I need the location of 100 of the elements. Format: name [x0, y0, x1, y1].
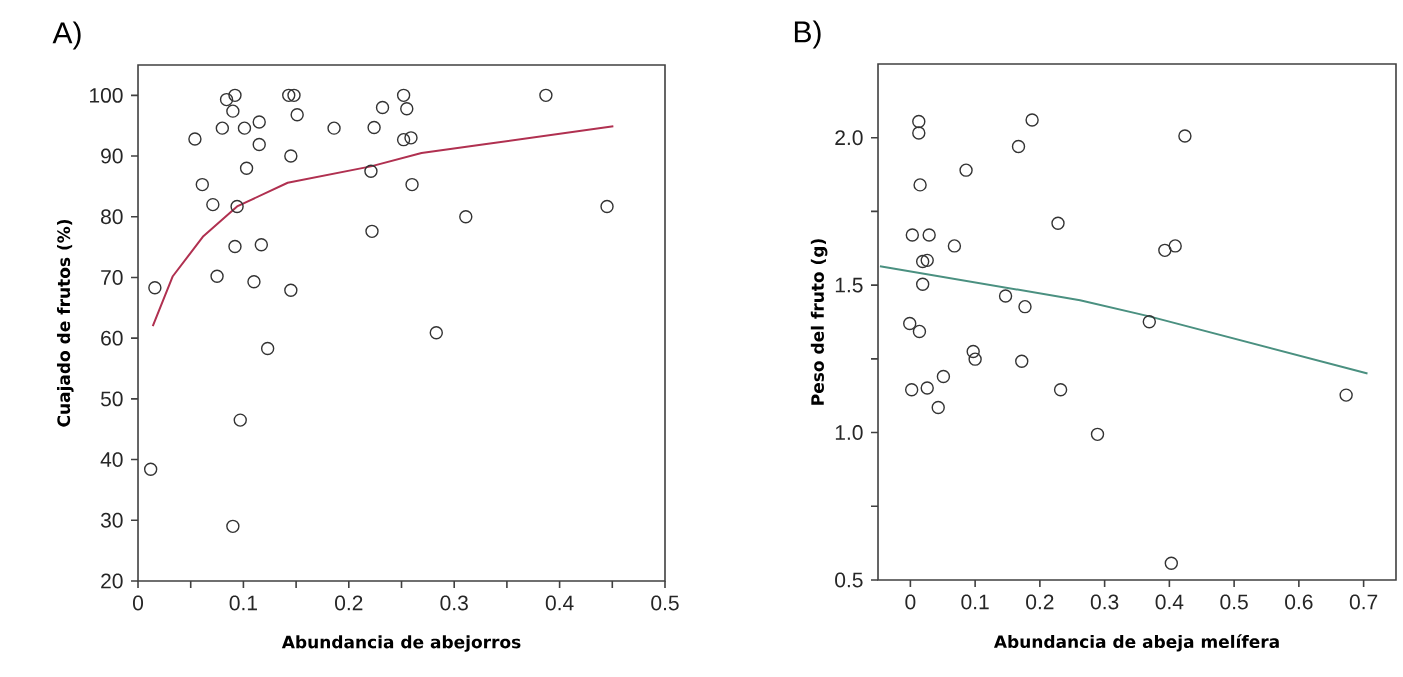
- point: [405, 177, 419, 192]
- point: [915, 277, 930, 291]
- x-tick-label: 0.3: [440, 595, 468, 611]
- point: [233, 413, 247, 427]
- point: [1018, 299, 1032, 314]
- point: [904, 383, 919, 397]
- point: [539, 88, 553, 103]
- point: [254, 237, 269, 252]
- point: [998, 289, 1013, 303]
- point: [215, 121, 230, 135]
- y-tick-label: 30: [100, 512, 123, 528]
- x-tick-label: 0.4: [1155, 594, 1184, 610]
- point: [959, 163, 973, 177]
- point: [912, 114, 926, 129]
- x-tick-label: 0.3: [1090, 594, 1119, 610]
- point: [239, 161, 254, 175]
- point: [228, 239, 242, 254]
- point: [226, 104, 240, 118]
- point: [920, 253, 934, 268]
- y-tick-label: 0.5: [835, 572, 863, 588]
- y-tick-label: 60: [101, 330, 123, 346]
- x-tick-label: 0.6: [1285, 594, 1313, 610]
- point: [936, 369, 951, 384]
- y-tick-label: 40: [100, 452, 123, 468]
- point: [230, 199, 244, 214]
- point: [913, 178, 927, 192]
- x-tick-label: 0: [132, 595, 144, 611]
- point: [600, 199, 614, 214]
- point: [396, 132, 411, 147]
- point: [912, 126, 926, 140]
- point: [290, 108, 304, 122]
- point: [1339, 388, 1353, 402]
- point: [247, 275, 261, 289]
- y-axis-title: Peso del fruto (g): [810, 239, 828, 405]
- point: [148, 281, 162, 295]
- chart-title: A): [52, 21, 81, 50]
- y-tick-label: 70: [101, 270, 123, 285]
- y-tick-label: 90: [101, 148, 123, 164]
- line-series: [878, 265, 1369, 375]
- point: [947, 239, 962, 253]
- point: [1011, 139, 1026, 154]
- y-tick-label: 1.5: [835, 277, 863, 293]
- point: [1158, 243, 1172, 258]
- point: [375, 100, 390, 115]
- point: [284, 149, 298, 163]
- y-tick-label: 1.0: [835, 425, 863, 440]
- point: [365, 224, 379, 239]
- point: [1142, 315, 1156, 329]
- point: [282, 88, 296, 103]
- point: [287, 88, 301, 103]
- point: [367, 120, 381, 135]
- point: [396, 88, 411, 103]
- point: [1090, 427, 1105, 442]
- point: [459, 210, 473, 224]
- x-tick-label: 0.2: [1026, 594, 1054, 610]
- point: [1025, 113, 1039, 127]
- point: [252, 137, 266, 152]
- x-tick-label: 0.5: [651, 595, 679, 611]
- point: [210, 269, 224, 283]
- x-tick-label: 0.7: [1349, 594, 1378, 610]
- y-tick-label: 50: [100, 391, 123, 407]
- point: [400, 102, 414, 116]
- point: [237, 121, 252, 135]
- point: [195, 177, 209, 192]
- point: [252, 115, 266, 129]
- point: [364, 164, 378, 178]
- x-tick-label: 0.1: [229, 595, 257, 611]
- point: [912, 324, 927, 339]
- point: [968, 352, 982, 366]
- x-tick-label: 0.5: [1220, 594, 1248, 610]
- point: [188, 132, 202, 146]
- point: [905, 228, 920, 242]
- point: [1053, 383, 1068, 397]
- point: [1164, 556, 1179, 570]
- point: [327, 121, 341, 135]
- x-tick-label: 0.1: [961, 594, 989, 610]
- point: [228, 88, 242, 103]
- x-tick-label: 0.2: [335, 595, 363, 611]
- point: [1168, 239, 1182, 253]
- point: [219, 92, 234, 107]
- point: [922, 228, 936, 242]
- point: [915, 254, 930, 269]
- y-tick-label: 2.0: [835, 130, 863, 146]
- y-axis-title: Cuajado de frutos (%): [56, 219, 74, 427]
- point: [284, 283, 298, 297]
- x-tick-label: 0.4: [545, 595, 574, 611]
- point: [404, 131, 418, 145]
- x-axis-title: Abundancia de abejorros: [281, 635, 521, 652]
- point: [920, 381, 934, 395]
- y-tick-label: 80: [101, 209, 123, 225]
- point: [966, 344, 980, 359]
- point: [903, 316, 917, 331]
- x-axis-title: Abundancia de abeja melífera: [993, 634, 1279, 652]
- x-tick-label: 0: [905, 594, 916, 610]
- y-tick-label: 20: [101, 573, 123, 589]
- point: [931, 400, 945, 415]
- point: [206, 197, 220, 212]
- point: [1015, 354, 1029, 368]
- point: [143, 462, 158, 476]
- point: [260, 341, 275, 356]
